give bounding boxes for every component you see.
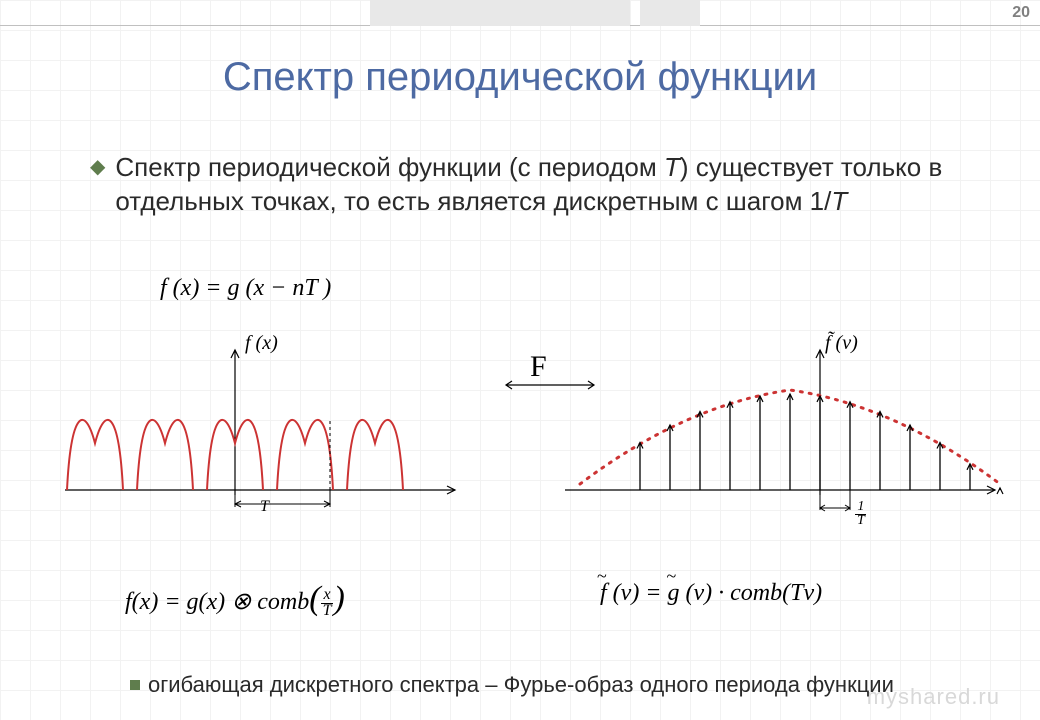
header-bar (0, 0, 1040, 26)
diagram-row: F f (x) T f̃ (ν) 1T (60, 340, 1020, 570)
main-bullet: ◆ Спектр периодической функции (с период… (90, 150, 1000, 218)
bullet-text: Спектр периодической функции (с периодом… (115, 150, 1000, 218)
right-plot: f̃ (ν) 1T (560, 340, 1020, 565)
right-1overT-label: 1T (855, 500, 867, 528)
right-formula: f~ (ν) = g~ (ν) · comb(Tν) (600, 580, 822, 607)
right-plot-svg (560, 340, 1020, 560)
left-T-label: T (260, 498, 269, 516)
right-plot-label: f̃ (ν) (825, 332, 858, 355)
footer-bullet: огибающая дискретного спектра – Фурье-об… (130, 672, 894, 698)
page-number: 20 (1012, 4, 1030, 22)
left-formula: f(x) = g(x) ⊗ comb(xT) (125, 580, 345, 619)
footer-text: огибающая дискретного спектра – Фурье-об… (148, 672, 894, 698)
slide-title: Спектр периодической функции (0, 55, 1040, 100)
fourier-symbol: F (530, 350, 547, 384)
diamond-bullet-icon: ◆ (90, 152, 105, 182)
square-bullet-icon (130, 680, 140, 690)
left-plot-label: f (x) (245, 332, 278, 355)
left-plot: f (x) T (60, 340, 460, 545)
formula-top: f (x) = g (x − nT ) (160, 275, 331, 302)
